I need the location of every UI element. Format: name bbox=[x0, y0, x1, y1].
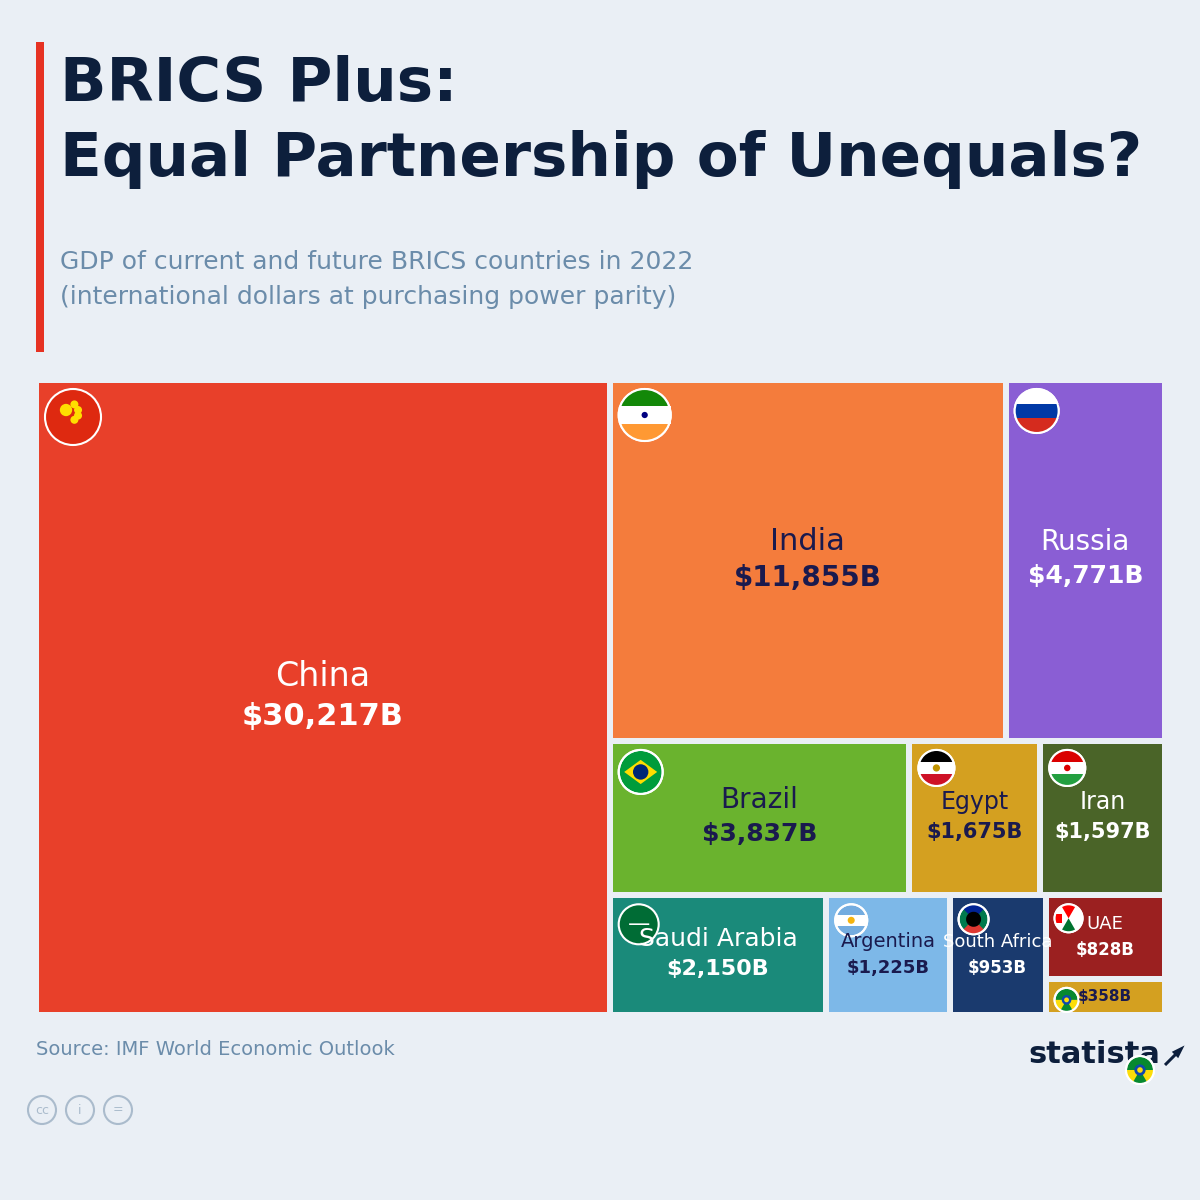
Bar bbox=[613, 899, 823, 1012]
Circle shape bbox=[847, 917, 854, 924]
Bar bbox=[36, 42, 44, 352]
Circle shape bbox=[71, 401, 78, 408]
Circle shape bbox=[835, 905, 868, 936]
Text: $4,771B: $4,771B bbox=[1027, 564, 1144, 588]
Text: cc: cc bbox=[35, 1104, 49, 1116]
Circle shape bbox=[932, 764, 940, 772]
Bar bbox=[1015, 403, 1058, 419]
Wedge shape bbox=[1015, 410, 1058, 433]
Wedge shape bbox=[1126, 1070, 1154, 1084]
Text: statista: statista bbox=[1028, 1040, 1160, 1069]
Circle shape bbox=[632, 764, 648, 780]
Circle shape bbox=[1055, 905, 1082, 932]
Text: $11,855B: $11,855B bbox=[733, 564, 882, 593]
Text: India: India bbox=[770, 528, 845, 557]
FancyArrow shape bbox=[1164, 1045, 1184, 1066]
Bar bbox=[619, 407, 671, 424]
Text: $828B: $828B bbox=[1076, 941, 1135, 959]
Bar bbox=[835, 914, 868, 925]
Bar bbox=[38, 383, 607, 1012]
Wedge shape bbox=[619, 415, 671, 440]
Text: i: i bbox=[78, 1104, 82, 1116]
Bar bbox=[1049, 982, 1162, 1012]
Wedge shape bbox=[1133, 1070, 1147, 1084]
Text: $30,217B: $30,217B bbox=[242, 702, 403, 731]
Circle shape bbox=[1134, 1064, 1146, 1075]
Bar bbox=[918, 762, 954, 774]
Text: Argentina: Argentina bbox=[840, 932, 935, 952]
Circle shape bbox=[46, 389, 101, 445]
Text: Equal Partnership of Unequals?: Equal Partnership of Unequals? bbox=[60, 130, 1142, 188]
Text: $1,675B: $1,675B bbox=[926, 822, 1024, 842]
Polygon shape bbox=[624, 760, 658, 784]
Bar bbox=[1049, 899, 1162, 976]
Text: South Africa: South Africa bbox=[943, 934, 1052, 952]
Circle shape bbox=[1138, 1067, 1142, 1073]
Bar bbox=[912, 744, 1037, 893]
Bar bbox=[613, 744, 906, 893]
Text: UAE: UAE bbox=[1087, 916, 1123, 934]
Wedge shape bbox=[1062, 918, 1075, 932]
Circle shape bbox=[1055, 988, 1079, 1012]
Wedge shape bbox=[966, 912, 982, 926]
Text: GDP of current and future BRICS countries in 2022: GDP of current and future BRICS countrie… bbox=[60, 250, 694, 274]
Text: $3,837B: $3,837B bbox=[702, 822, 817, 846]
Text: $1,225B: $1,225B bbox=[846, 959, 929, 977]
Text: Egypt: Egypt bbox=[941, 790, 1009, 814]
Bar bbox=[829, 899, 947, 1012]
Text: Russia: Russia bbox=[1040, 528, 1130, 557]
Text: Source: IMF World Economic Outlook: Source: IMF World Economic Outlook bbox=[36, 1040, 395, 1058]
Bar bbox=[613, 383, 1003, 738]
Text: Saudi Arabia: Saudi Arabia bbox=[638, 928, 797, 952]
Bar bbox=[953, 899, 1043, 1012]
Bar bbox=[1009, 383, 1162, 738]
Text: China: China bbox=[275, 660, 371, 694]
Circle shape bbox=[640, 409, 650, 420]
Circle shape bbox=[619, 389, 671, 440]
Text: (international dollars at purchasing power parity): (international dollars at purchasing pow… bbox=[60, 284, 677, 308]
Circle shape bbox=[1064, 997, 1069, 1002]
Circle shape bbox=[1126, 1056, 1154, 1084]
Wedge shape bbox=[962, 919, 984, 935]
Wedge shape bbox=[619, 389, 671, 415]
Circle shape bbox=[1015, 389, 1058, 433]
Text: $953B: $953B bbox=[968, 959, 1027, 977]
Circle shape bbox=[74, 412, 82, 420]
Wedge shape bbox=[1062, 905, 1075, 918]
Text: =: = bbox=[113, 1104, 124, 1116]
Wedge shape bbox=[962, 905, 984, 919]
Circle shape bbox=[642, 412, 648, 418]
Circle shape bbox=[619, 750, 662, 794]
Text: —: — bbox=[628, 914, 650, 935]
Text: Iran: Iran bbox=[1080, 790, 1126, 814]
Wedge shape bbox=[1049, 750, 1085, 768]
Text: $358B: $358B bbox=[1079, 990, 1133, 1004]
Circle shape bbox=[1049, 750, 1085, 786]
Text: $2,150B: $2,150B bbox=[666, 959, 769, 979]
Wedge shape bbox=[918, 768, 954, 786]
Bar bbox=[1043, 744, 1162, 893]
Circle shape bbox=[918, 750, 954, 786]
Bar bbox=[1055, 913, 1062, 923]
Wedge shape bbox=[1049, 768, 1085, 786]
Circle shape bbox=[619, 905, 659, 944]
Circle shape bbox=[1064, 764, 1070, 772]
Circle shape bbox=[959, 905, 989, 935]
Text: BRICS Plus:: BRICS Plus: bbox=[60, 55, 457, 114]
Circle shape bbox=[74, 406, 82, 414]
Wedge shape bbox=[1055, 1000, 1079, 1012]
Circle shape bbox=[638, 408, 652, 421]
Text: $1,597B: $1,597B bbox=[1055, 822, 1151, 842]
Circle shape bbox=[60, 404, 72, 416]
Bar bbox=[1049, 762, 1085, 774]
Text: Brazil: Brazil bbox=[721, 786, 798, 814]
Wedge shape bbox=[918, 750, 954, 768]
Circle shape bbox=[71, 415, 78, 424]
Circle shape bbox=[1062, 995, 1072, 1004]
Wedge shape bbox=[1061, 1000, 1073, 1012]
